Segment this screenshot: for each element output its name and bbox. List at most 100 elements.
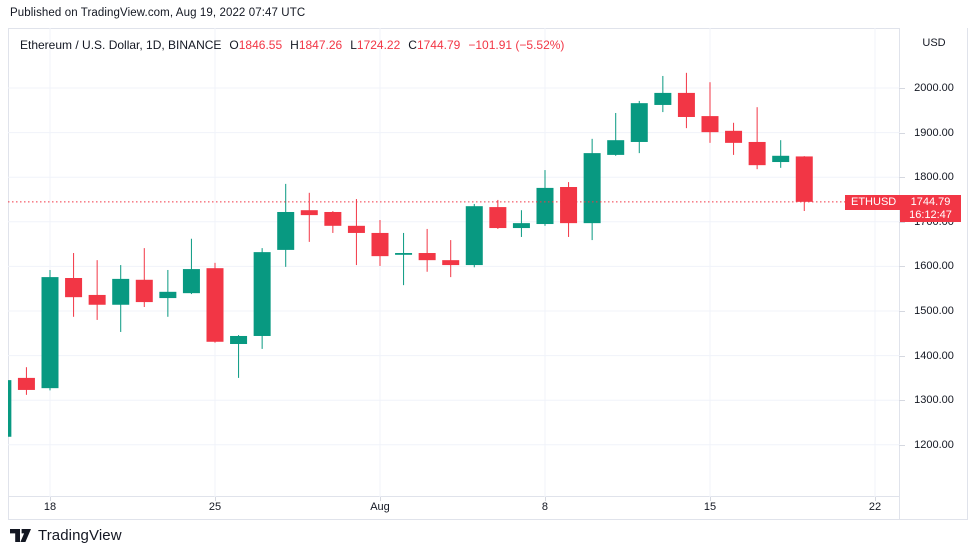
candle-body [795,156,813,202]
current-price-value: 1744.79 [910,195,951,208]
candle [630,100,648,154]
candle-body [300,210,318,216]
candle-body [536,187,554,225]
candle [583,138,601,241]
candle-body [560,187,578,224]
candle-body [512,223,530,229]
time-axis-tick [544,497,546,501]
symbol-legend: Ethereum / U.S. Dollar, 1D, BINANCE O 184… [20,38,564,52]
frame-bottom-border [8,519,968,520]
candle [230,335,248,378]
candle [442,240,460,278]
candle-body [182,269,200,294]
symbol-title[interactable]: Ethereum / U.S. Dollar, 1D, BINANCE [20,38,222,52]
time-axis-label: 15 [703,501,717,513]
candle [65,253,83,317]
candle [725,122,743,155]
candle [701,82,719,143]
candle [182,238,200,295]
candle-body [748,141,766,166]
candle [512,210,530,237]
candle [347,199,365,266]
tradingview-logo-icon [10,528,31,542]
candle [206,262,224,343]
candle [772,140,790,168]
candle-body [772,155,790,163]
candle [41,269,59,391]
candle-body [135,279,153,303]
candle [88,260,106,320]
candle [418,228,436,272]
candle-body [159,291,177,299]
legend-high: H 1847.26 [290,38,343,52]
candle [536,170,554,226]
candle-body [17,377,35,390]
bar-countdown: 16:12:47 [909,208,952,221]
price-axis-label: 1500.00 [914,305,954,317]
candle-body [418,253,436,261]
tradingview-brand-text: TradingView [38,527,122,544]
candle-body [583,153,601,224]
candle-body [230,335,248,345]
candle [489,199,507,229]
candle-body [206,268,224,342]
candle [395,232,413,286]
candle-body [607,140,625,155]
candle [371,220,389,266]
candle [277,183,295,267]
candle-body [630,103,648,142]
candle-body [41,277,59,389]
time-axis-label: 22 [868,501,882,513]
candle-body [395,253,413,255]
published-bar-text: Published on TradingView.com, Aug 19, 20… [10,7,306,19]
time-axis-label: 18 [43,501,57,513]
legend-open: O 1846.55 [229,38,283,52]
candle-body [277,211,295,250]
candle-body [371,232,389,257]
candle [795,156,813,211]
price-axis-unit-label: USD [922,37,946,49]
price-axis-separator [899,28,900,520]
frame-right-border [967,28,968,520]
candle-body [65,277,83,298]
frame-left-border [8,28,9,520]
time-axis-tick [214,497,216,501]
time-axis-tick [709,497,711,501]
candle [253,248,271,349]
candle-body [725,130,743,143]
candle-body [442,260,460,266]
time-axis-separator [8,496,900,497]
candle [300,192,318,242]
candle [324,211,342,233]
candle-body [489,207,507,229]
time-axis-label: 8 [541,501,549,513]
candle-body [465,206,483,266]
time-axis-label: 25 [208,501,222,513]
candle [607,112,625,156]
legend-close: C 1744.79 [408,38,461,52]
price-axis-label: 1300.00 [914,394,954,407]
time-axis-tick [50,497,51,501]
candle [112,265,130,332]
time-axis-tick [379,497,381,501]
price-axis-label: 1400.00 [914,349,954,362]
candle [8,380,12,437]
price-axis-label: 2000.00 [914,82,954,94]
candle [654,75,672,113]
legend-low: L 1724.22 [350,38,401,52]
candle-body [112,278,130,305]
candle-body [8,380,12,437]
time-axis-tick [874,497,876,501]
current-price-flag: 1744.79 16:12:47 [900,194,961,222]
price-axis-label: 1600.00 [914,260,954,273]
candle [465,203,483,268]
candle-body [88,294,106,305]
price-axis-label: 1900.00 [914,126,954,139]
candle [748,107,766,170]
tradingview-logo-link[interactable]: TradingView [10,527,122,544]
chart-plot-area[interactable] [8,28,900,497]
candle [677,72,695,129]
legend-change: −101.91 (−5.52%) [468,38,565,52]
price-axis-label: 1200.00 [914,438,954,451]
